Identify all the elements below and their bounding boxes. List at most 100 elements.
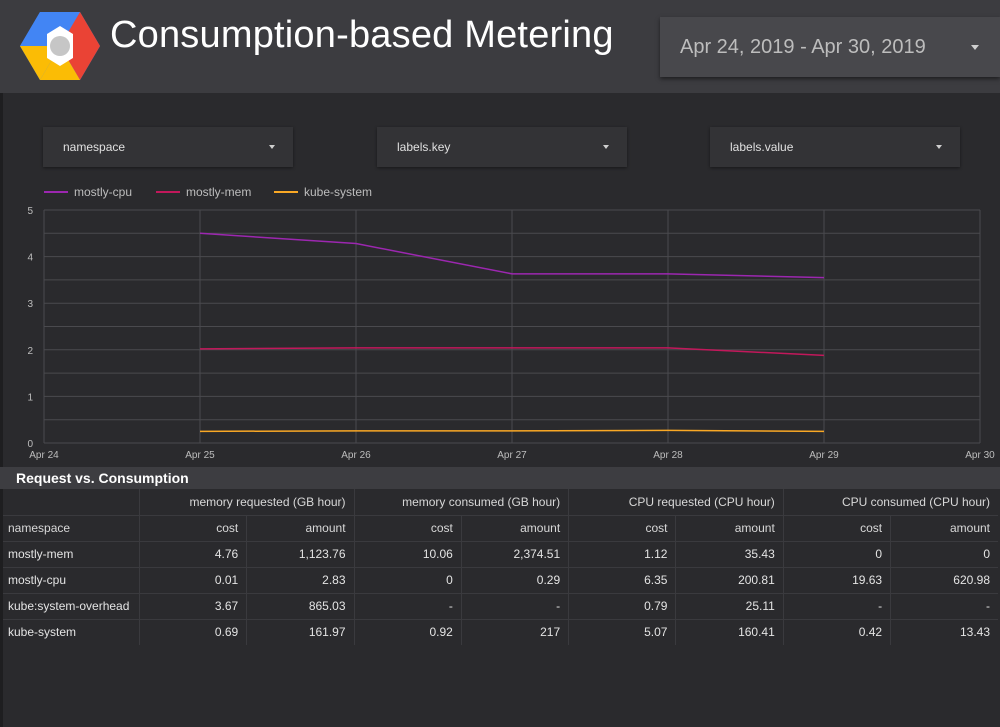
y-tick-label: 2 <box>27 346 33 357</box>
table-cell: 10.06 <box>353 540 462 567</box>
table-cell: 3.67 <box>138 592 247 619</box>
series-line-mostly-cpu <box>199 232 825 279</box>
filter-labels-value-label: labels.value <box>730 140 794 154</box>
cell-namespace: kube-system <box>3 618 140 645</box>
filter-labels-value[interactable]: labels.value <box>710 127 960 167</box>
table-cell: 0.01 <box>138 566 247 593</box>
legend-label: kube-system <box>304 185 373 199</box>
table-cell: 0.92 <box>353 618 462 645</box>
table-cell: 0.29 <box>460 566 569 593</box>
filter-labels-key-label: labels.key <box>397 140 451 154</box>
table-cell: 160.41 <box>675 618 784 645</box>
table-cell: 5.07 <box>568 618 676 645</box>
table-section-header: Request vs. Consumption <box>0 467 1000 489</box>
cell-namespace: kube:system-overhead <box>3 592 140 619</box>
y-tick-label: 3 <box>27 299 33 310</box>
page-title: Consumption-based Metering <box>110 14 614 56</box>
table-cell: - <box>353 592 462 619</box>
legend-item-mostly-cpu[interactable]: mostly-cpu <box>44 185 132 199</box>
legend-item-kube-system[interactable]: kube-system <box>274 185 372 199</box>
table-row: kube:system-overhead 3.67 865.03 - - 0.7… <box>3 592 998 619</box>
table-cell: 6.35 <box>568 566 676 593</box>
table-cell: 865.03 <box>246 592 355 619</box>
x-tick-label: Apr 26 <box>341 450 371 461</box>
header-bar: Consumption-based Metering Apr 24, 2019 … <box>0 0 1000 93</box>
table-title: Request vs. Consumption <box>16 470 189 486</box>
legend-label: mostly-mem <box>186 185 252 199</box>
table-cell: 25.11 <box>675 592 784 619</box>
date-range-value: Apr 24, 2019 - Apr 30, 2019 <box>680 36 925 58</box>
column-header-cost[interactable]: cost <box>353 515 462 541</box>
filter-namespace[interactable]: namespace <box>43 127 293 167</box>
table-row: mostly-cpu 0.01 2.83 0 0.29 6.35 200.81 … <box>3 566 998 593</box>
table-cell: - <box>460 592 569 619</box>
filter-namespace-label: namespace <box>63 140 126 154</box>
group-header-memory-requested: memory requested (GB hour) <box>138 489 355 516</box>
chevron-down-icon[interactable] <box>971 45 979 50</box>
table-cell: 620.98 <box>890 566 998 593</box>
table-cell: 200.81 <box>675 566 784 593</box>
table-cell: 13.43 <box>890 618 998 645</box>
table-cell: 4.76 <box>138 540 247 567</box>
table-row: kube-system 0.69 161.97 0.92 217 5.07 16… <box>3 618 998 645</box>
x-tick-label: Apr 30 <box>965 450 995 461</box>
table-cell: 0 <box>782 540 891 567</box>
table-cell: - <box>782 592 891 619</box>
legend-swatch <box>156 190 180 193</box>
chevron-down-icon[interactable] <box>603 145 609 149</box>
line-chart: 0 1 2 3 4 5 Apr 24 Apr 25 Apr 26 Apr 27 Apr 28 Apr … <box>27 206 995 461</box>
table-group-header-empty <box>3 489 140 516</box>
series-line-kube-system <box>199 429 825 433</box>
table-cell: 35.43 <box>675 540 784 567</box>
google-cloud-logo <box>20 12 100 80</box>
table-cell: 2,374.51 <box>460 540 569 567</box>
legend-swatch <box>44 190 68 193</box>
column-header-amount[interactable]: amount <box>890 515 998 541</box>
column-header-cost[interactable]: cost <box>138 515 247 541</box>
table-cell: 1,123.76 <box>246 540 355 567</box>
legend-swatch <box>274 190 298 193</box>
x-tick-label: Apr 25 <box>185 450 215 461</box>
table-cell: - <box>890 592 998 619</box>
table-cell: 1.12 <box>568 540 676 567</box>
date-range-picker[interactable]: Apr 24, 2019 - Apr 30, 2019 <box>660 17 1000 77</box>
chevron-down-icon[interactable] <box>269 145 275 149</box>
filter-labels-key[interactable]: labels.key <box>377 127 627 167</box>
y-tick-label: 5 <box>27 206 33 217</box>
table-cell: 2.83 <box>246 566 355 593</box>
x-tick-label: Apr 27 <box>497 450 527 461</box>
y-tick-label: 1 <box>27 392 33 403</box>
column-header-cost[interactable]: cost <box>782 515 891 541</box>
y-tick-label: 4 <box>27 253 33 264</box>
content-border <box>0 93 3 727</box>
group-header-memory-consumed: memory consumed (GB hour) <box>353 489 569 516</box>
chevron-down-icon[interactable] <box>936 145 942 149</box>
series-line-mostly-mem <box>199 347 825 357</box>
table-cell: 217 <box>460 618 569 645</box>
column-header-namespace[interactable]: namespace <box>8 521 71 535</box>
legend-label: mostly-cpu <box>74 185 133 199</box>
table-cell: 0.79 <box>568 592 676 619</box>
cell-namespace: mostly-mem <box>3 540 140 567</box>
table-row: mostly-mem 4.76 1,123.76 10.06 2,374.51 … <box>3 540 998 567</box>
x-tick-label: Apr 29 <box>809 450 839 461</box>
x-tick-label: Apr 28 <box>653 450 683 461</box>
request-consumption-table: memory requested (GB hour) memory consum… <box>3 489 998 645</box>
table-cell: 0 <box>353 566 462 593</box>
group-header-cpu-consumed: CPU consumed (CPU hour) <box>782 489 998 516</box>
column-header-cost[interactable]: cost <box>568 515 676 541</box>
column-header-amount[interactable]: amount <box>460 515 569 541</box>
column-header-amount[interactable]: amount <box>675 515 784 541</box>
table-cell: 0.42 <box>782 618 891 645</box>
cell-namespace: mostly-cpu <box>3 566 140 593</box>
group-header-cpu-requested: CPU requested (CPU hour) <box>568 489 784 516</box>
table-cell: 19.63 <box>782 566 891 593</box>
x-tick-label: Apr 24 <box>29 450 59 461</box>
table-cell: 0.69 <box>138 618 247 645</box>
table-cell: 0 <box>890 540 998 567</box>
table-cell: 161.97 <box>246 618 355 645</box>
y-tick-label: 0 <box>27 439 33 450</box>
column-header-amount[interactable]: amount <box>246 515 355 541</box>
table-group-header-row: memory requested (GB hour) memory consum… <box>3 489 998 516</box>
legend-item-mostly-mem[interactable]: mostly-mem <box>156 185 251 199</box>
